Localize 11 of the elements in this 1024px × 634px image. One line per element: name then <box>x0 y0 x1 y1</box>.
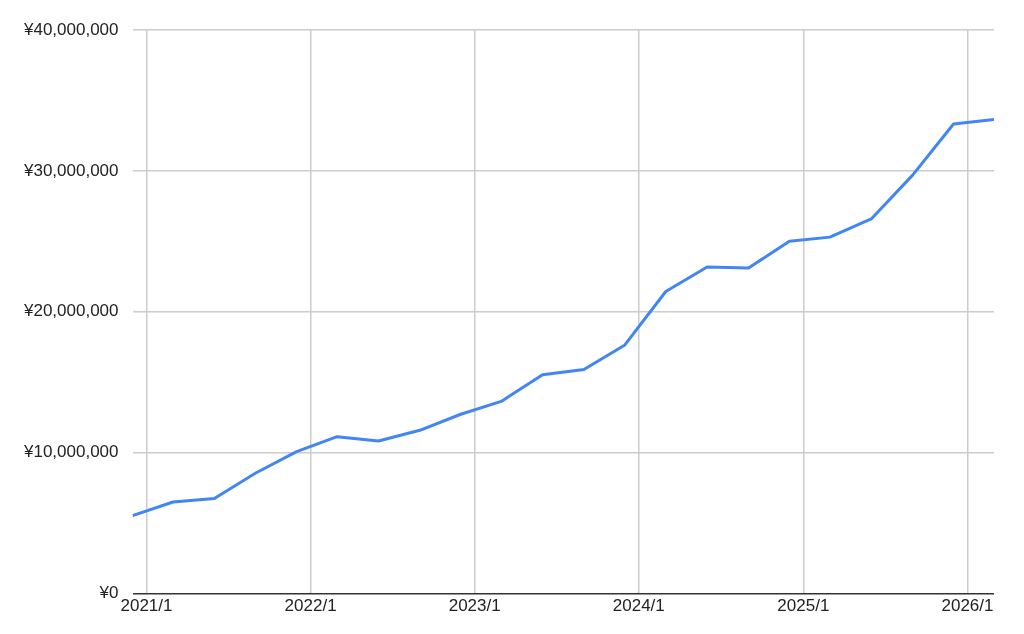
x-tick-label: 2026/1 <box>941 596 994 616</box>
x-tick-label: 2022/1 <box>284 596 337 616</box>
x-tick-label: 2025/1 <box>777 596 830 616</box>
x-tick-label: 2021/1 <box>120 596 173 616</box>
y-tick-label: ¥10,000,000 <box>22 442 119 462</box>
x-tick-label: 2023/1 <box>448 596 501 616</box>
y-tick-label: ¥40,000,000 <box>22 19 119 39</box>
x-tick-label: 2024/1 <box>612 596 665 616</box>
y-tick-label: ¥0 <box>98 583 119 603</box>
y-tick-label: ¥30,000,000 <box>22 160 119 180</box>
y-tick-label: ¥20,000,000 <box>22 301 119 321</box>
